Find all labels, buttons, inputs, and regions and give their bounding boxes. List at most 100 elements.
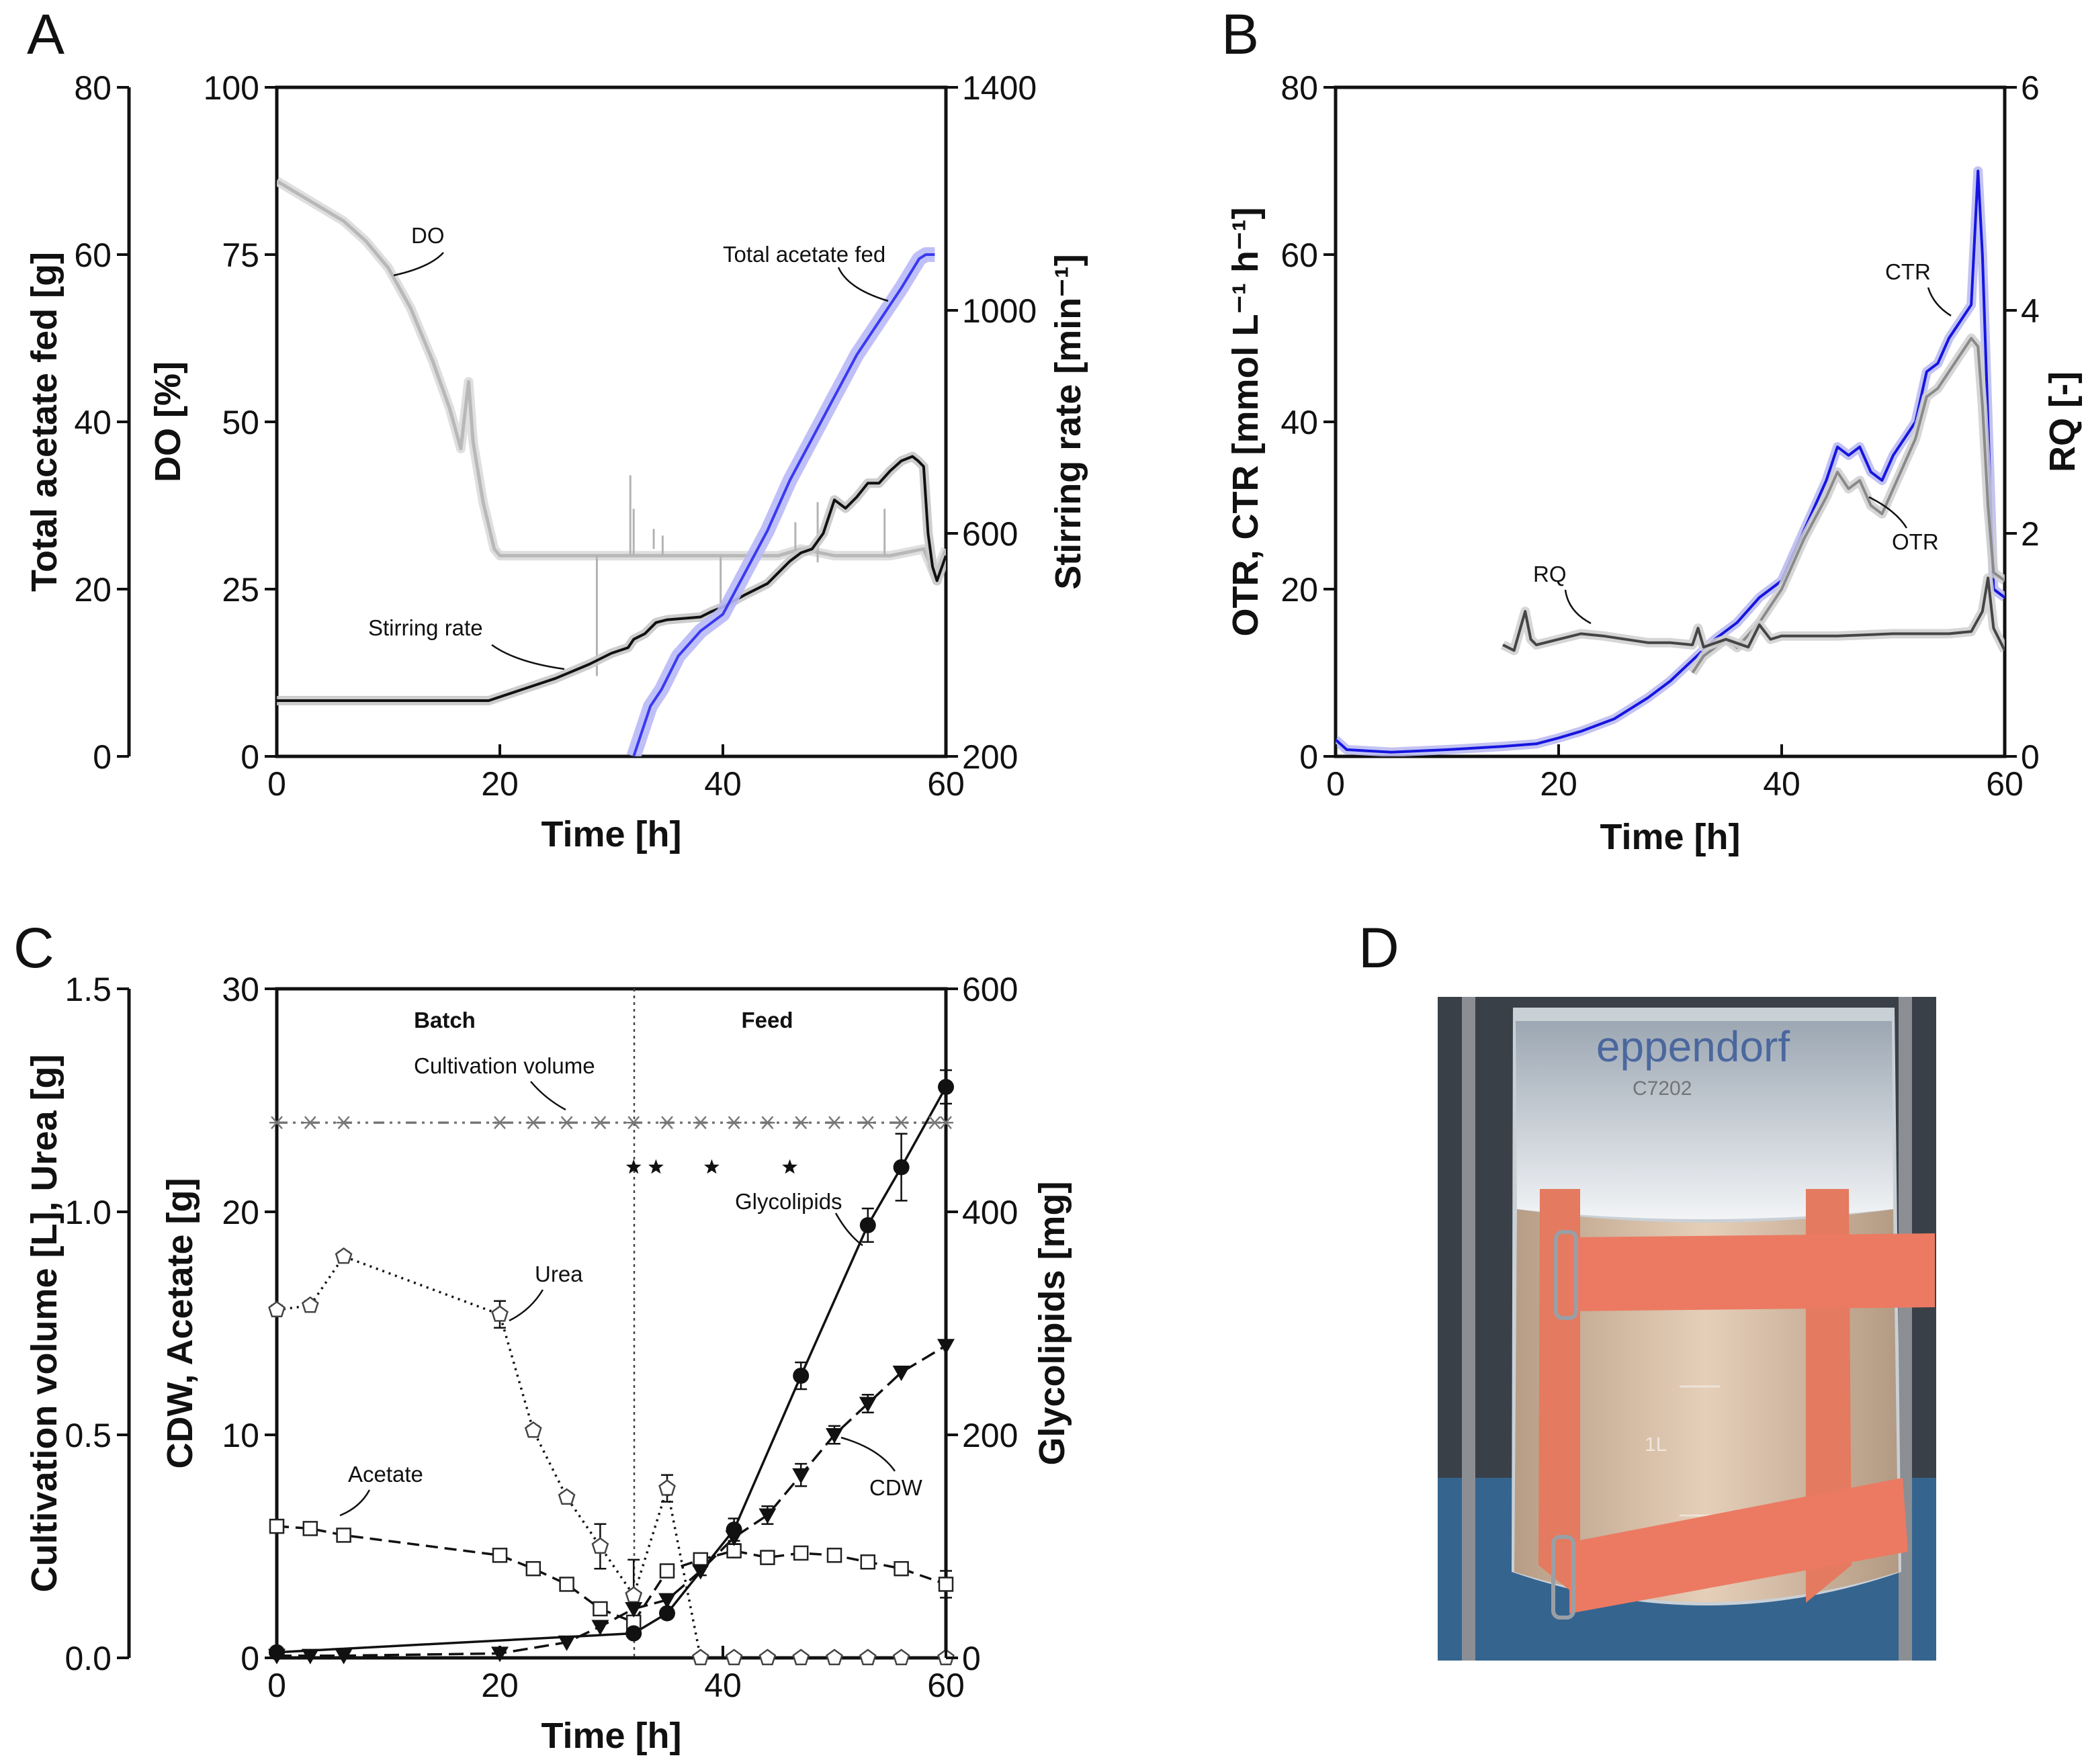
chart-a-axis0-tick-label-0: 0 (93, 738, 112, 776)
chart-b-annotation-rq-arrow (1564, 589, 1592, 625)
chart-c-point-urea-9 (691, 1648, 709, 1665)
chart-b-xtick-label-2: 40 (1763, 765, 1800, 803)
chart-c-axis2-tick-label-2: 400 (962, 1194, 1018, 1231)
strap-buckle-lower (1551, 1535, 1575, 1620)
chart-a-series-band-2 (626, 247, 935, 756)
chart-b-axis0-tick-label-0: 0 (1299, 738, 1318, 776)
chart-c-point-cultivation-volume-1 (302, 1116, 318, 1130)
chart-c-point-acetate-15 (894, 1560, 909, 1577)
chart-b-left-ylabel: OTR, CTR [mmol L⁻¹ h⁻¹] (1225, 208, 1266, 637)
chart-c-point-cultivation-volume-8 (660, 1116, 675, 1130)
chart-a-axis0-tick-label-4: 80 (74, 69, 112, 107)
chart-c-annotation-volume: Cultivation volume (414, 1053, 595, 1078)
chart-c-point-urea-8 (658, 1479, 676, 1496)
chart-c-axis1-tick-label-2: 20 (222, 1194, 259, 1231)
chart-c-annotation-cdw-arrow (840, 1436, 896, 1472)
chart-b-annotation-otr: OTR (1892, 529, 1939, 554)
chart-b-axis1-tick-label-1: 2 (2021, 515, 2040, 553)
chart-c-point-acetate-1 (302, 1521, 318, 1536)
chart-c-point-cdw-5 (591, 1620, 609, 1636)
chart-a-series-band-1 (277, 451, 946, 705)
vessel-brand: eppendorf (1596, 1022, 1790, 1071)
vessel-foam (1516, 1021, 1893, 1219)
chart-c-series-line-3 (277, 1344, 946, 1657)
chart-a-annotation-stirring: Stirring rate (368, 615, 483, 640)
chart-a-axis0-tick-label-1: 20 (74, 571, 112, 609)
chart-c-point-cdw-15 (937, 1339, 955, 1355)
chart-b-frame (1334, 85, 2007, 758)
chart-c-point-cultivation-volume-5 (559, 1116, 574, 1130)
chart-b-axis0-tick-label-2: 40 (1280, 404, 1318, 441)
chart-c-axis2-tick-label-1: 200 (962, 1417, 1018, 1454)
vessel-serial-mark: C7202 (1633, 1077, 1692, 1100)
chart-c-point-cultivation-volume-11 (760, 1116, 775, 1130)
chart-c-axis0-tick-label-1: 0.5 (64, 1417, 112, 1454)
chart-c-annotation-glycolipids: Glycolipids (735, 1189, 842, 1214)
chart-a-series-line-1 (277, 455, 946, 702)
chart-c-feed-star-3 (782, 1159, 797, 1174)
bioreactor-photo: eppendorf 1L C7202 (1438, 997, 1936, 1661)
chart-c-point-acetate-0 (269, 1518, 285, 1534)
chart-c-point-cultivation-volume-15 (894, 1116, 909, 1130)
chart-b-xlabel: Time [h] (1600, 817, 1740, 857)
chart-b-xtick-label-3: 60 (1986, 765, 2024, 803)
chart-a-axis1-tick-label-3: 75 (222, 236, 259, 274)
chart-c-point-urea-3 (491, 1305, 509, 1322)
chart-b-axis0-tick-label-1: 20 (1280, 571, 1318, 609)
chart-c-point-acetate-12 (793, 1545, 809, 1561)
chart-c-axis2-tick-label-0: 0 (962, 1640, 981, 1677)
chart-c-point-cultivation-volume-6 (593, 1116, 608, 1130)
chart-c-point-cultivation-volume-7 (626, 1116, 642, 1130)
chart-c-point-glycolipids-1 (625, 1625, 642, 1642)
chart-c-point-urea-0 (268, 1300, 286, 1318)
chart-c-point-cdw-1 (301, 1648, 319, 1665)
chart-c-phase-feed: Feed (741, 1008, 793, 1032)
chart-c-feed-star-1 (648, 1159, 664, 1174)
photo-stand-rod-left (1462, 997, 1475, 1661)
chart-c-point-acetate-3 (492, 1548, 508, 1563)
strap-buckle-upper (1554, 1230, 1578, 1320)
chart-c-point-acetate-11 (760, 1550, 775, 1565)
chart-c-point-cultivation-volume-2 (336, 1116, 351, 1130)
chart-c-point-cdw-14 (892, 1366, 910, 1382)
chart-c-point-acetate-2 (336, 1528, 351, 1543)
chart-c-point-urea-11 (758, 1648, 777, 1665)
chart-c-point-cdw-8 (691, 1564, 709, 1580)
chart-b-xtick-label-1: 20 (1540, 765, 1577, 803)
chart-c-feed-star-0 (625, 1159, 642, 1174)
chart-c-point-glycolipids-5 (859, 1217, 876, 1233)
chart-a: 0 20 40 60020406080025507510020060010001400… (24, 69, 1088, 854)
chart-c-axis1-tick-label-0: 0 (241, 1640, 259, 1677)
chart-c-point-acetate-5 (559, 1577, 574, 1592)
chart-b-annotation-rq: RQ (1533, 562, 1567, 586)
chart-c: Batch Feed 0 20 40 60 0.0 0.5 1.0 1.5 0 10 20 30 0 20… (24, 971, 1072, 1756)
chart-b-axis0-tick-label-3: 60 (1280, 236, 1318, 274)
chart-c-annotation-acetate: Acetate (348, 1462, 423, 1487)
chart-c-annotation-urea-arrow (509, 1289, 544, 1322)
chart-b-xtick-label-0: 0 (1326, 765, 1345, 803)
chart-c-right-ylabel: Glycolipids [mg] (1032, 1181, 1072, 1465)
chart-c-point-cdw-4 (558, 1635, 576, 1651)
chart-c-point-urea-10 (725, 1648, 743, 1665)
chart-c-point-acetate-6 (593, 1601, 608, 1617)
chart-c-series-line-1 (277, 1255, 946, 1658)
chart-c-point-cdw-6 (625, 1601, 643, 1618)
chart-a-axis2-tick-label-1: 600 (962, 515, 1018, 553)
chart-a-annotation-do: DO (411, 223, 445, 248)
chart-c-axis1-tick-label-1: 10 (222, 1417, 259, 1454)
chart-c-point-cultivation-volume-14 (860, 1116, 875, 1130)
chart-c-point-urea-5 (558, 1488, 576, 1505)
chart-c-point-acetate-4 (525, 1560, 541, 1577)
chart-c-axis0-tick-label-3: 1.5 (64, 971, 112, 1008)
chart-c-point-cdw-7 (658, 1593, 676, 1609)
vessel-volume-mark: 1L (1645, 1434, 1667, 1456)
chart-c-point-acetate-8 (659, 1563, 675, 1579)
chart-c-point-cultivation-volume-13 (827, 1116, 842, 1130)
chart-a-axis1-tick-label-4: 100 (204, 69, 259, 107)
chart-c-point-urea-7 (625, 1586, 643, 1603)
chart-c-xtick-label-3: 60 (927, 1667, 965, 1704)
chart-a-axis2-tick-label-0: 200 (962, 738, 1018, 776)
chart-a-series-line-0 (277, 179, 946, 578)
